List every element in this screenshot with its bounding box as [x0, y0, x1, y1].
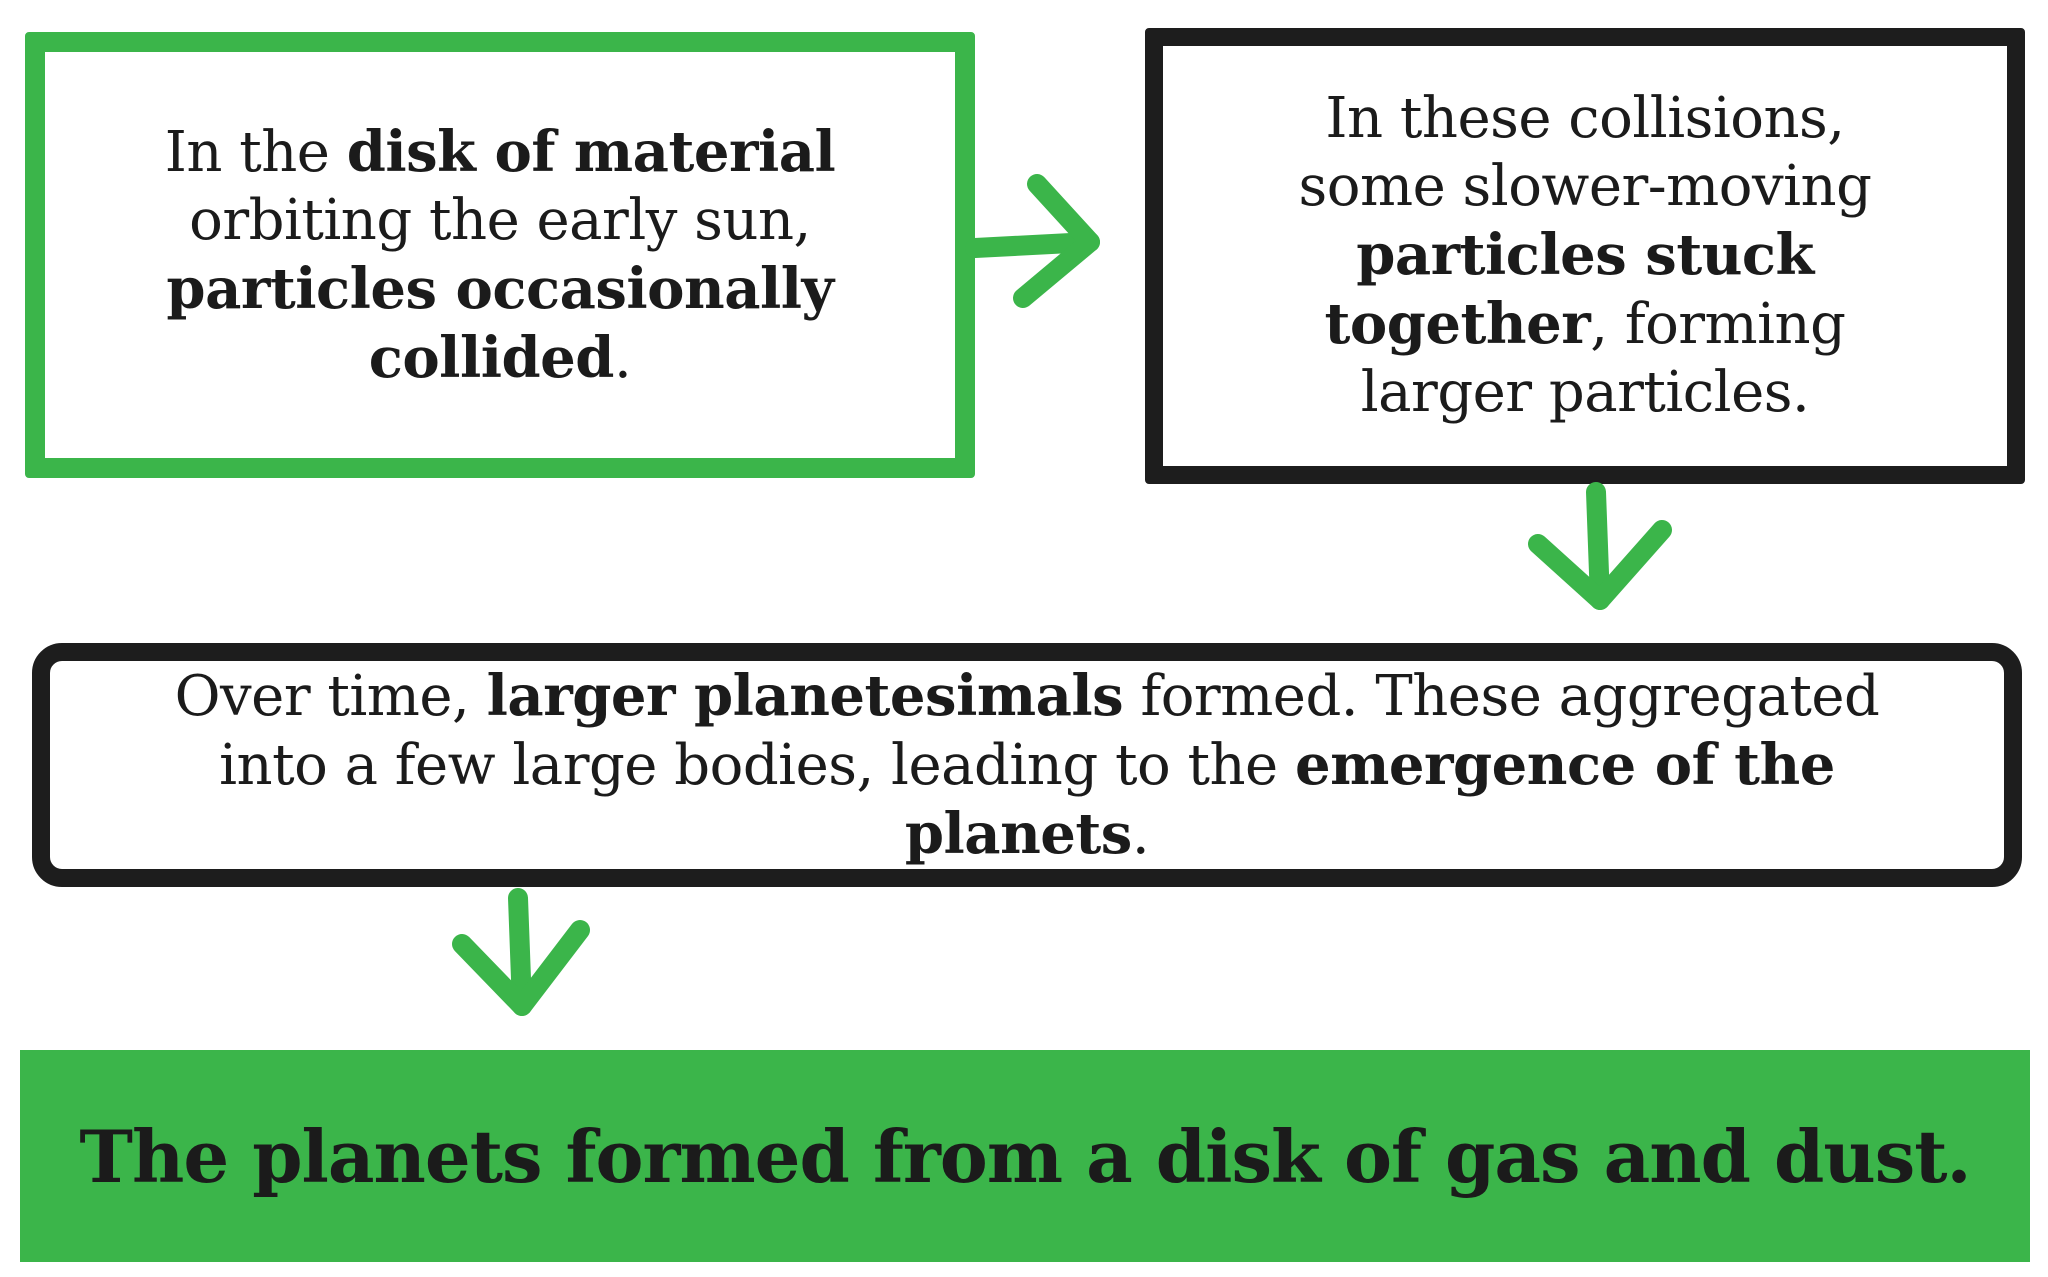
step-2-emphasis-stuck: particles stuck together: [1324, 222, 1815, 357]
arrow-down-shaft: [1586, 482, 1610, 610]
arrow-down-2-head: [452, 920, 590, 1016]
step-1-text-part: In the: [164, 119, 347, 185]
arrow-right-head: [1013, 174, 1100, 308]
step-3-box: Over time, larger planetesimals formed. …: [32, 643, 2022, 887]
arrow-down-icon-2: [452, 888, 590, 1016]
step-2-text-part: , forming larger particles.: [1360, 292, 1846, 425]
step-3-emphasis-planets: emergence of the planets: [904, 731, 1836, 867]
step-2-text-part: In these collisions, some slower-moving: [1298, 86, 1872, 219]
arrow-down-2-shaft: [508, 888, 532, 1016]
arrow-down-head: [1528, 520, 1672, 610]
step-1-emphasis-disk: disk of material: [346, 118, 836, 185]
step-2-text: In these collisions, some slower-moving …: [1265, 85, 1905, 427]
step-2-box: In these collisions, some slower-moving …: [1145, 28, 2025, 484]
step-3-text: Over time, larger planetesimals formed. …: [127, 662, 1927, 869]
step-1-text-part: orbiting the early sun,: [189, 187, 811, 253]
step-3-text-part: .: [1131, 801, 1150, 867]
arrow-right-icon: [965, 174, 1100, 308]
arrow-right-shaft: [965, 232, 1100, 258]
step-1-emphasis-collided: particles occasionally collided: [166, 255, 834, 391]
step-3-text-part: Over time,: [174, 663, 487, 729]
step-1-box: In the disk of material orbiting the ear…: [25, 32, 975, 478]
step-3-emphasis-planetesimals: larger planetesimals: [486, 662, 1124, 729]
arrow-down-icon: [1528, 482, 1672, 610]
conclusion-banner: The planets formed from a disk of gas an…: [20, 1050, 2030, 1262]
conclusion-text: The planets formed from a disk of gas an…: [79, 1113, 1971, 1199]
step-1-text: In the disk of material orbiting the ear…: [140, 118, 860, 393]
step-1-text-part: .: [613, 325, 632, 391]
step-3-text-part: formed. These aggregated into a few larg…: [219, 663, 1880, 798]
